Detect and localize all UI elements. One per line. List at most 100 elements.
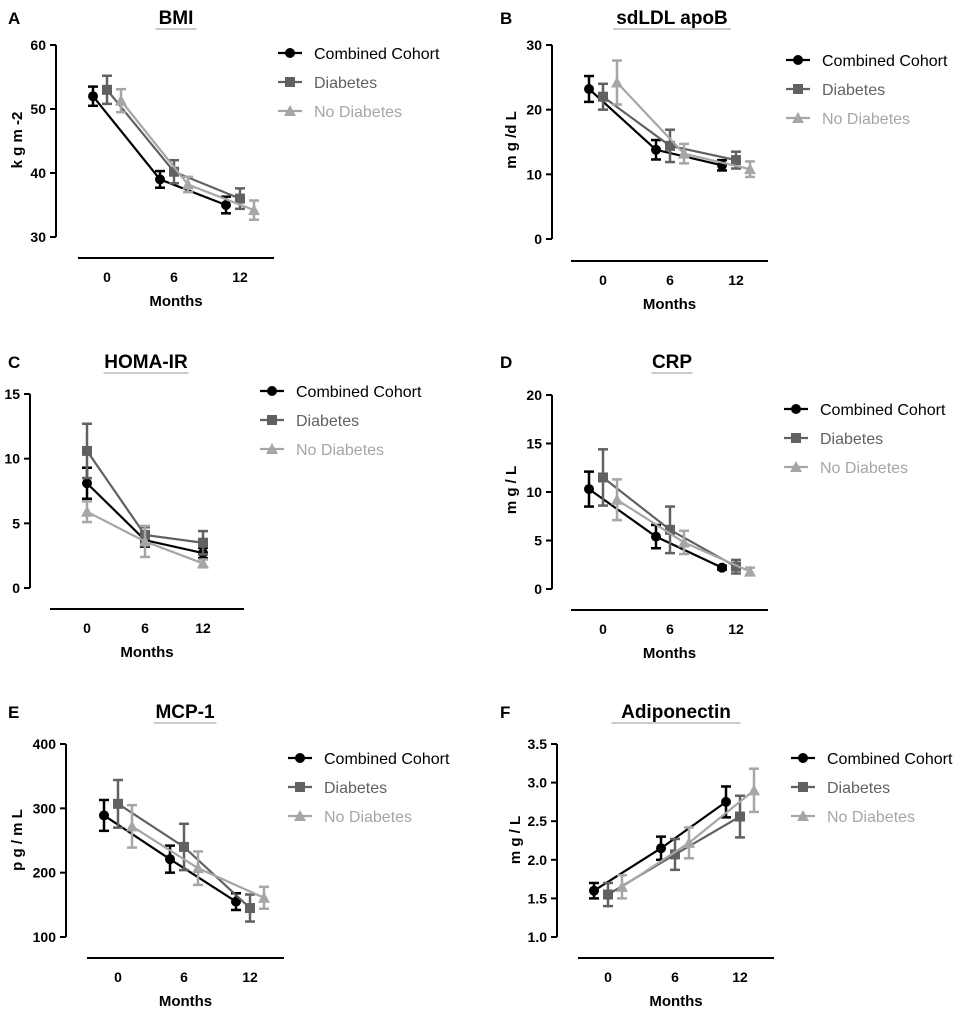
data-point: [115, 94, 127, 106]
data-point: [748, 784, 760, 796]
legend-marker: [791, 433, 801, 443]
legend: Combined Cohort Diabetes No Diabetes: [278, 46, 440, 121]
series-no-diabetes: [81, 500, 209, 569]
series-combined-cohort: [99, 798, 241, 912]
legend-marker: [790, 461, 802, 472]
legend-label: No Diabetes: [296, 442, 384, 459]
x-axis-label: Months: [643, 296, 696, 313]
x-tick-label: 12: [195, 620, 211, 636]
y-tick-label: 400: [33, 736, 57, 752]
x-axis-label: Months: [149, 293, 202, 310]
data-point: [258, 891, 270, 903]
data-point: [82, 445, 92, 456]
legend-marker: [267, 386, 277, 396]
data-point: [245, 903, 255, 914]
panel-letter: A: [8, 9, 20, 28]
legend-label: Diabetes: [314, 75, 377, 92]
legend-label: No Diabetes: [820, 460, 908, 477]
x-tick-label: 12: [728, 272, 744, 288]
legend-label: No Diabetes: [324, 809, 412, 826]
data-point: [248, 204, 260, 216]
data-point: [99, 810, 109, 821]
y-tick-label: 0: [534, 231, 542, 247]
legend-marker: [793, 55, 803, 65]
x-tick-label: 0: [604, 969, 612, 985]
panel-letter: B: [500, 9, 512, 28]
x-tick-label: 0: [599, 272, 607, 288]
data-point: [198, 537, 208, 548]
series-diabetes: [598, 448, 741, 575]
series-diabetes: [102, 74, 245, 211]
x-tick-label: 12: [242, 969, 258, 985]
legend-marker: [285, 48, 295, 58]
data-point: [744, 565, 756, 577]
data-point: [611, 76, 623, 88]
chart-title: MCP-1: [155, 702, 215, 723]
data-point: [221, 200, 231, 210]
legend-marker: [793, 84, 803, 94]
data-point: [651, 144, 661, 155]
data-point: [683, 836, 695, 848]
data-point: [731, 561, 741, 572]
series-no-diabetes: [611, 59, 756, 179]
x-tick-label: 6: [671, 969, 679, 985]
x-tick-label: 6: [170, 269, 178, 285]
data-point: [656, 843, 666, 854]
chart-title: CRP: [652, 352, 692, 373]
legend: Combined Cohort Diabetes No Diabetes: [791, 751, 953, 826]
legend-marker: [267, 415, 277, 425]
x-tick-label: 0: [83, 620, 91, 636]
y-tick-label: 40: [30, 165, 46, 181]
y-tick-label: 15: [526, 436, 542, 452]
x-tick-label: 0: [599, 621, 607, 637]
series-no-diabetes: [115, 87, 260, 221]
y-tick-label: 30: [30, 229, 46, 245]
data-point: [584, 484, 594, 495]
legend-label: Diabetes: [324, 780, 387, 797]
data-point: [665, 140, 675, 151]
legend-label: Combined Cohort: [314, 46, 440, 63]
legend-marker: [294, 810, 306, 821]
data-point: [165, 854, 175, 865]
legend-label: Diabetes: [827, 780, 890, 797]
legend-label: Combined Cohort: [827, 751, 953, 768]
x-tick-label: 0: [103, 269, 111, 285]
series-combined-cohort: [589, 785, 731, 900]
y-tick-label: 3.0: [528, 775, 548, 791]
chart-title: Adiponectin: [621, 702, 731, 723]
data-point: [665, 524, 675, 535]
panel-f: F Adiponectin 1.0 1.5 2.0 2.5 3.0 3.5 m g / L 0 6 1…: [500, 702, 953, 1010]
y-tick-label: 2.0: [528, 852, 548, 868]
x-tick-label: 6: [141, 620, 149, 636]
x-tick-label: 0: [114, 969, 122, 985]
data-point: [731, 155, 741, 166]
data-point: [589, 885, 599, 896]
chart-title: HOMA-IR: [104, 352, 188, 373]
legend-marker: [295, 753, 305, 763]
legend-marker: [792, 112, 804, 123]
x-tick-label: 6: [666, 621, 674, 637]
y-tick-label: 10: [526, 166, 542, 182]
legend-label: Combined Cohort: [820, 402, 946, 419]
data-point: [611, 493, 623, 505]
data-point: [192, 862, 204, 874]
legend: Combined Cohort Diabetes No Diabetes: [784, 402, 946, 477]
legend-label: Diabetes: [822, 82, 885, 99]
data-point: [113, 798, 123, 809]
panel-letter: F: [500, 703, 510, 722]
y-tick-label: 10: [4, 451, 20, 467]
legend-label: No Diabetes: [314, 104, 402, 121]
x-tick-label: 6: [666, 272, 674, 288]
series-no-diabetes: [126, 803, 270, 910]
legend-marker: [266, 443, 278, 454]
y-tick-label: 15: [4, 386, 20, 402]
data-point: [584, 83, 594, 94]
data-point: [155, 174, 165, 185]
legend: Combined Cohort Diabetes No Diabetes: [260, 384, 422, 459]
y-tick-label: 100: [33, 929, 57, 945]
chart-title: BMI: [159, 8, 194, 29]
y-axis-label: k g m -2: [9, 112, 26, 169]
data-point: [616, 880, 628, 892]
